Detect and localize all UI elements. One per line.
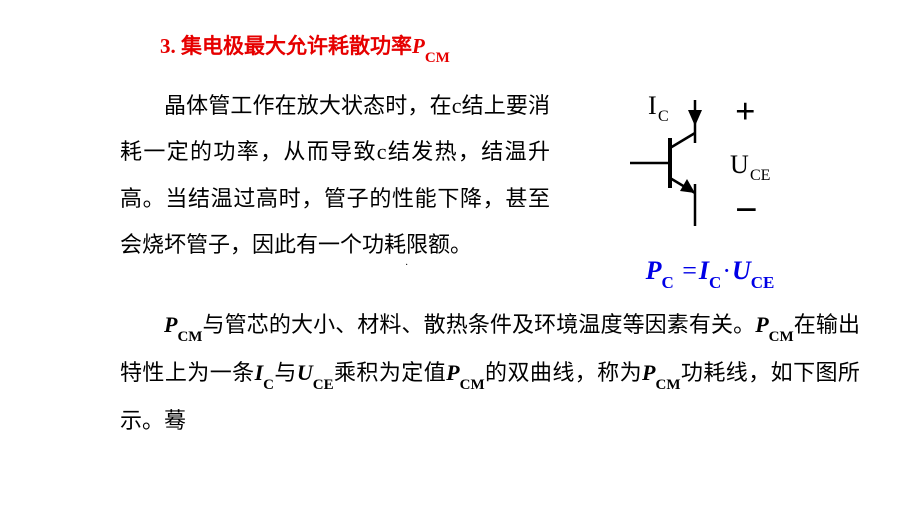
formula-t1-sub: C [709,273,721,292]
svg-text:C: C [658,108,669,125]
svg-text:U: U [730,150,749,179]
p2-seg5: 的双曲线，称为 [485,360,642,385]
p2-uce-sub: CE [313,377,334,393]
p2-uce: U [297,360,313,385]
section-heading: 3. 集电极最大允许耗散功率PCM [160,30,860,63]
paragraph-2: PCM与管芯的大小、材料、散热条件及环境温度等因素有关。PCM在输出特性上为一条… [120,302,860,444]
heading-subscript: CM [425,50,450,66]
p2-pcm4: P [642,360,655,385]
p2-pcm4-sub: CM [656,377,681,393]
transistor-diagram: I C + U CE − [610,88,810,238]
diagram-area: I C + U CE − PC =IC·UCE [580,83,840,290]
heading-number: 3. [160,34,176,58]
formula-t2: U [732,256,751,285]
p2-pcm2-sub: CM [769,329,794,345]
page-container: 3. 集电极最大允许耗散功率PCM 晶体管工作在放大状态时，在c结上要消耗一定的… [60,30,860,488]
p2-ic-sub: C [263,377,274,393]
formula-eq: = [680,256,699,285]
formula-t1: I [699,256,709,285]
p2-seg1: 与管芯的大小、材料、散热条件及环境温度等因素有关。 [202,312,755,337]
formula-lhs: P [646,256,662,285]
p2-pcm3: P [446,360,459,385]
paragraph-1: 晶体管工作在放大状态时，在c结上要消耗一定的功率，从而导致c结发热，结温升高。当… [120,83,550,290]
heading-text: 集电极最大允许耗散功率 [181,34,412,58]
p2-pcm2: P [755,312,768,337]
formula-lhs-sub: C [661,273,673,292]
power-formula: PC =IC·UCE [646,256,775,290]
p2-pcm1-sub: CM [177,329,202,345]
svg-text:CE: CE [750,167,770,184]
p2-pcm3-sub: CM [460,377,485,393]
p2-seg3: 与 [274,360,297,385]
p2-ic: I [255,360,264,385]
page-marker: · [405,260,408,271]
formula-t2-sub: CE [751,273,775,292]
p2-seg4: 乘积为定值 [334,360,447,385]
heading-symbol: P [412,34,425,58]
formula-dot: · [721,256,732,285]
top-section: 晶体管工作在放大状态时，在c结上要消耗一定的功率，从而导致c结发热，结温升高。当… [120,83,860,290]
svg-text:+: + [735,91,756,131]
svg-text:I: I [648,91,657,120]
p2-pcm1: P [164,312,177,337]
svg-text:−: − [735,187,758,232]
